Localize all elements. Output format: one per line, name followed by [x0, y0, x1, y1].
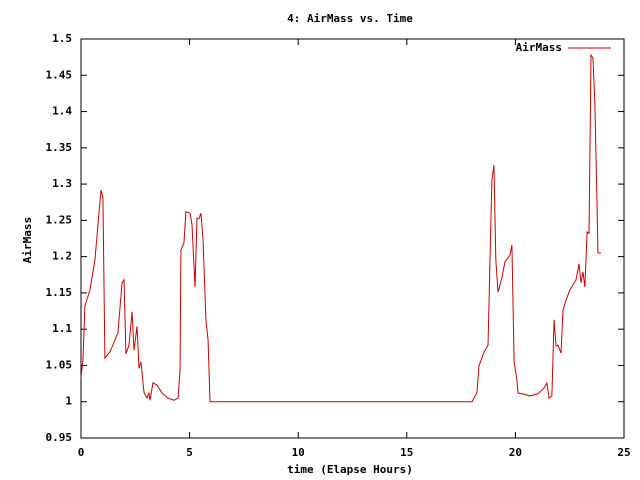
x-tick-label: 0 — [78, 446, 85, 459]
y-tick-label: 1.35 — [46, 141, 73, 154]
y-tick-label: 1.3 — [52, 177, 72, 190]
y-tick-label: 1.05 — [46, 358, 73, 371]
y-tick-label: 1.25 — [46, 213, 73, 226]
plot-frame — [80, 38, 625, 439]
y-tick-label: 1 — [65, 395, 72, 408]
data-line — [80, 53, 601, 403]
y-tick-label: 1.4 — [52, 105, 72, 118]
x-tick-label: 20 — [509, 446, 522, 459]
y-tick-label: 1.1 — [52, 322, 72, 335]
y-tick-label: 0.95 — [46, 431, 73, 444]
y-tick-label: 1.15 — [46, 286, 73, 299]
legend-label: AirMass — [516, 41, 562, 54]
x-tick-label: 10 — [292, 446, 305, 459]
x-tick-label: 5 — [186, 446, 193, 459]
y-tick-label: 1.5 — [52, 32, 72, 45]
chart-title: 4: AirMass vs. Time — [287, 12, 413, 25]
x-tick-label: 25 — [617, 446, 630, 459]
y-axis-label: AirMass — [21, 217, 34, 263]
y-tick-label: 1.2 — [52, 250, 72, 263]
x-axis-label: time (Elapse Hours) — [287, 463, 413, 476]
x-tick-label: 15 — [400, 446, 413, 459]
y-tick-label: 1.45 — [46, 68, 73, 81]
